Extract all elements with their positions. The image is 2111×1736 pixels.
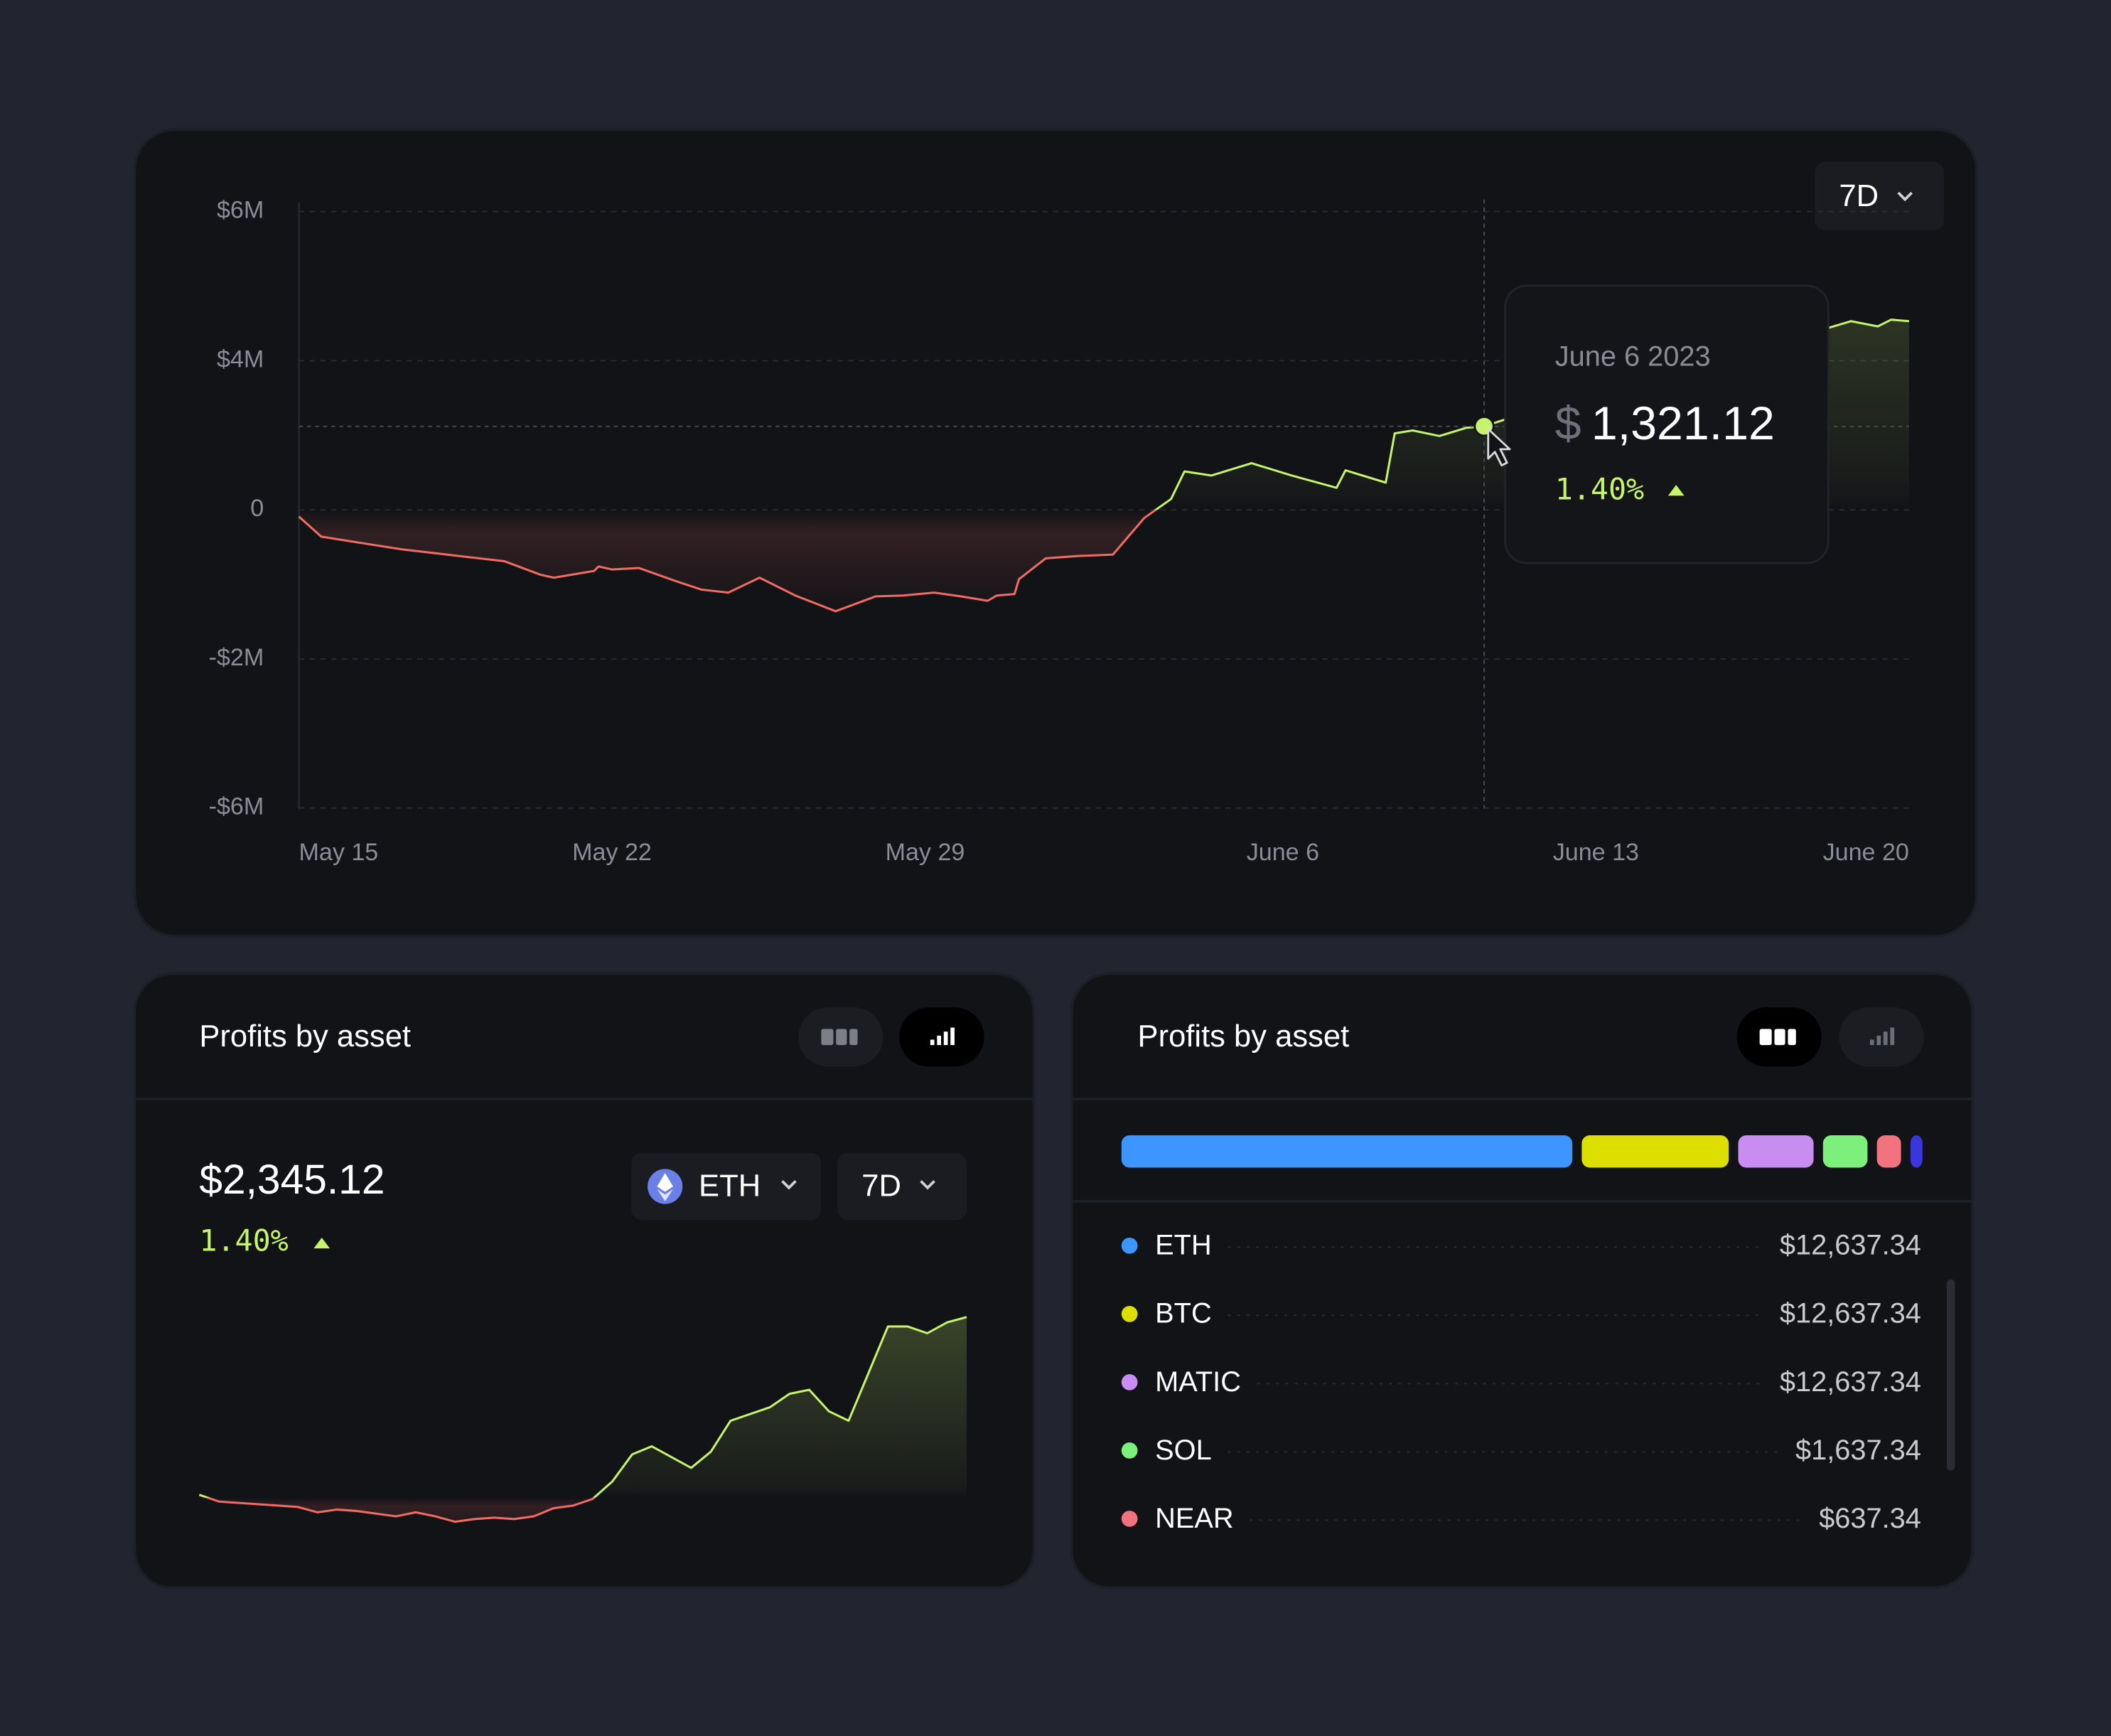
asset-value: $12,637.34: [1780, 1366, 1921, 1398]
asset-value: $637.34: [1819, 1503, 1921, 1534]
dropdown-bg[interactable]: [837, 1152, 967, 1221]
icon-part: [836, 1029, 847, 1046]
cursor: [1487, 428, 1511, 467]
allocation-segment: [1581, 1135, 1729, 1168]
asset-name: ETH: [1155, 1230, 1212, 1261]
x-tick-label: May 22: [572, 839, 652, 866]
range-dropdown[interactable]: 7D: [1815, 161, 1945, 231]
icon-part: [1774, 1029, 1785, 1046]
total-value: $2,345.12: [199, 1157, 385, 1203]
y-tick-label: $4M: [217, 345, 264, 373]
line: [198, 1316, 967, 1523]
toggle-bars[interactable]: [1736, 1007, 1822, 1067]
tooltip: [1504, 284, 1830, 564]
card: [1070, 972, 1974, 1590]
tooltip-currency: $: [1555, 397, 1581, 450]
card-title: Profits by asset: [199, 1019, 411, 1054]
chevron: [781, 1180, 797, 1190]
icon-part: [1759, 1029, 1772, 1046]
asset-dropdown[interactable]: ETH: [631, 1152, 822, 1221]
scrollbar[interactable]: [1946, 1279, 1955, 1471]
allocation-segment: [1822, 1135, 1868, 1168]
allocation-segment: [1910, 1135, 1923, 1168]
icon-part: [1876, 1035, 1881, 1046]
asset-dot: [1121, 1442, 1138, 1459]
y-tick-label: 0: [250, 495, 264, 522]
allocation-segment: [1121, 1135, 1573, 1168]
chevron: [1897, 191, 1913, 202]
asset-dot: [1121, 1511, 1138, 1527]
up-arrow: [313, 1237, 331, 1249]
dropdown-label[interactable]: ETH: [699, 1169, 761, 1203]
tooltip-date: June 6 2023: [1555, 341, 1711, 373]
x-tick-label: June 20: [1823, 839, 1909, 866]
icon-part: [1883, 1032, 1888, 1046]
asset-dot: [1121, 1374, 1138, 1391]
area: [199, 1317, 967, 1522]
range-dropdown[interactable]: 7D: [837, 1152, 967, 1221]
toggle-bars[interactable]: [798, 1007, 883, 1067]
tooltip-change: 1.40%: [1555, 472, 1644, 507]
icon-part: [821, 1029, 834, 1046]
x-tick-label: May 29: [886, 839, 965, 866]
card-title: Profits by asset: [1138, 1019, 1350, 1054]
asset-name: NEAR: [1155, 1503, 1233, 1534]
asset-dot: [1121, 1305, 1138, 1322]
dropdown-label[interactable]: 7D: [861, 1169, 901, 1203]
eth-icon-part: [657, 1189, 674, 1201]
toggle-signal[interactable]: [899, 1007, 984, 1067]
icon-part: [950, 1027, 955, 1046]
asset-name: MATIC: [1155, 1366, 1241, 1398]
dropdown-label[interactable]: 7D: [1839, 179, 1879, 213]
icon-part: [943, 1032, 948, 1046]
asset-name: BTC: [1155, 1298, 1212, 1329]
y-tick-label: -$6M: [209, 793, 264, 820]
x-tick-label: June 13: [1553, 839, 1639, 866]
toggle-bg[interactable]: [1839, 1007, 1924, 1067]
x-tick-label: May 15: [299, 839, 378, 866]
change: 1.40%: [199, 1223, 288, 1258]
asset-value: $12,637.34: [1780, 1230, 1921, 1261]
area: [299, 319, 1909, 611]
chevron: [920, 1180, 935, 1190]
toggle-signal[interactable]: [1839, 1007, 1924, 1067]
icon-part: [1890, 1027, 1895, 1046]
asset-value: $1,637.34: [1795, 1435, 1921, 1466]
dropdown-bg[interactable]: [631, 1152, 822, 1221]
up-arrow: [1667, 485, 1685, 496]
allocation-segment: [1876, 1135, 1901, 1168]
y-tick-label: $6M: [217, 197, 264, 224]
allocation-segment: [1738, 1135, 1814, 1168]
dropdown-bg[interactable]: [1815, 161, 1945, 231]
icon-part: [930, 1039, 935, 1046]
y-tick-label: -$2M: [209, 644, 264, 671]
tooltip-value: 1,321.12: [1591, 397, 1775, 450]
asset-dot: [1121, 1237, 1138, 1254]
x-tick-label: June 6: [1247, 839, 1319, 866]
asset-name: SOL: [1155, 1435, 1212, 1466]
icon-part: [1869, 1039, 1874, 1046]
eth-icon-part: [657, 1173, 674, 1192]
icon-part: [1788, 1029, 1796, 1046]
toggle-bg[interactable]: [899, 1007, 984, 1067]
icon-part: [849, 1029, 858, 1046]
asset-value: $12,637.34: [1780, 1298, 1921, 1329]
icon-part: [937, 1035, 941, 1046]
